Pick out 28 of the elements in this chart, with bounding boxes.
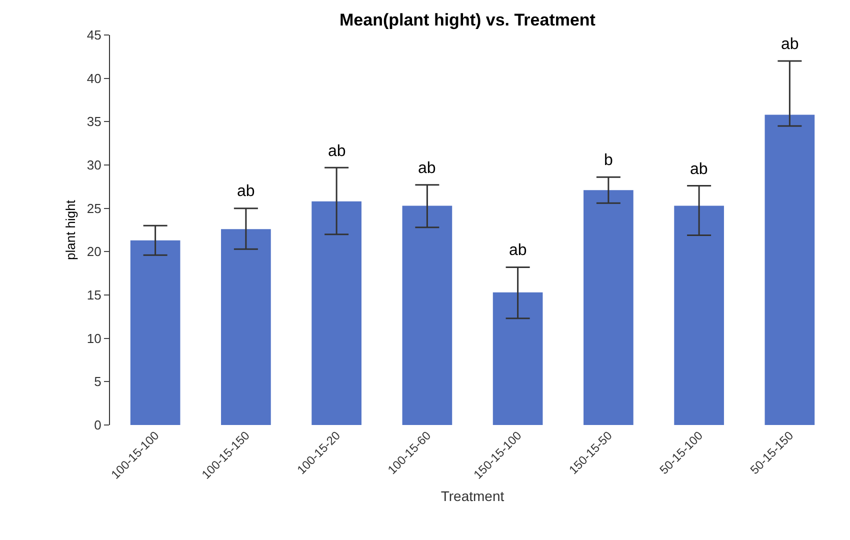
bar <box>584 190 634 425</box>
y-tick-label: 40 <box>86 70 102 86</box>
y-tick-label: 35 <box>86 114 102 130</box>
y-tick-label: 25 <box>86 200 102 216</box>
bar <box>221 229 271 425</box>
bar <box>402 206 452 425</box>
annotation: ab <box>509 242 527 259</box>
y-tick-label: 10 <box>86 330 102 346</box>
y-tick-label: 45 <box>86 28 102 43</box>
y-tick-label: 20 <box>86 244 102 260</box>
annotation: ab <box>328 143 346 160</box>
y-axis-title: plant hight <box>62 200 78 260</box>
bar <box>312 201 362 425</box>
y-tick-label: 30 <box>86 158 102 173</box>
annotation: ab <box>781 36 799 53</box>
bar <box>492 292 543 425</box>
y-tick-label: 5 <box>94 374 102 390</box>
bar <box>764 114 815 425</box>
annotation: ab <box>418 160 436 177</box>
x-axis-title: Treatment <box>440 488 504 504</box>
bar <box>674 206 724 425</box>
y-tick-label: 15 <box>86 288 102 303</box>
annotation: ab <box>690 161 708 178</box>
annotation: ab <box>237 183 255 200</box>
bar <box>130 240 180 425</box>
y-tick-label: 0 <box>94 418 102 433</box>
annotation: b <box>604 152 613 169</box>
chart-title: Mean(plant hight) vs. Treatment <box>340 10 596 30</box>
